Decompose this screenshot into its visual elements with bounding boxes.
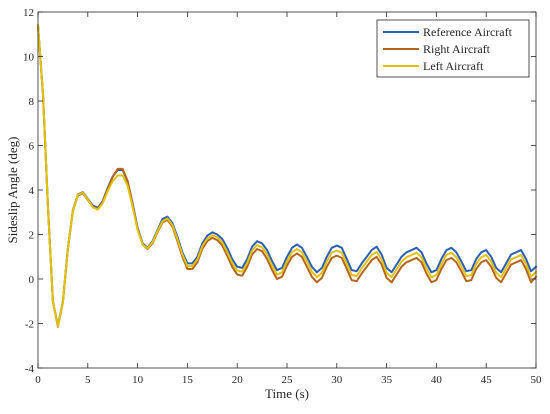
y-tick-label: 4 (29, 185, 35, 197)
y-axis-title: Sideslip Angle (deg) (5, 137, 20, 244)
x-tick-label: 35 (381, 374, 393, 386)
y-tick-label: -4 (25, 363, 35, 375)
y-tick-label: -2 (25, 319, 34, 331)
y-tick-label: 8 (29, 96, 35, 108)
x-tick-label: 15 (182, 374, 194, 386)
y-tick-label: 0 (29, 274, 35, 286)
series-line-3 (37, 24, 537, 328)
y-tick-label: 6 (29, 141, 35, 153)
legend-label-3: Left Aircraft (423, 59, 484, 73)
x-tick-label: 5 (85, 374, 91, 386)
axis-layer: 0 5 10 15 20 25 30 35 40 45 50 -4 -2 0 2 4 6 8 10 12 (23, 7, 542, 386)
series-layer (37, 24, 537, 328)
x-tick-label: 25 (282, 374, 294, 386)
legend-label-2: Right Aircraft (423, 42, 491, 56)
x-axis-title: Time (s) (265, 386, 309, 401)
series-line-2 (37, 24, 537, 328)
y-tick-label: 10 (23, 52, 35, 64)
x-tick-label: 50 (531, 374, 543, 386)
x-tick-label: 30 (331, 374, 343, 386)
series-line-1 (37, 24, 537, 327)
y-tick-label: 12 (23, 7, 34, 19)
x-tick-label: 10 (132, 374, 144, 386)
x-tick-label: 40 (431, 374, 443, 386)
x-tick-label: 45 (481, 374, 493, 386)
x-tick-label: 20 (232, 374, 244, 386)
plot-frame (37, 11, 537, 369)
x-tick-label: 0 (35, 374, 41, 386)
legend-label-1: Reference Aircraft (423, 25, 513, 39)
legend: Reference Aircraft Right Aircraft Left Air… (376, 19, 530, 78)
y-tick-label: 2 (29, 230, 35, 242)
